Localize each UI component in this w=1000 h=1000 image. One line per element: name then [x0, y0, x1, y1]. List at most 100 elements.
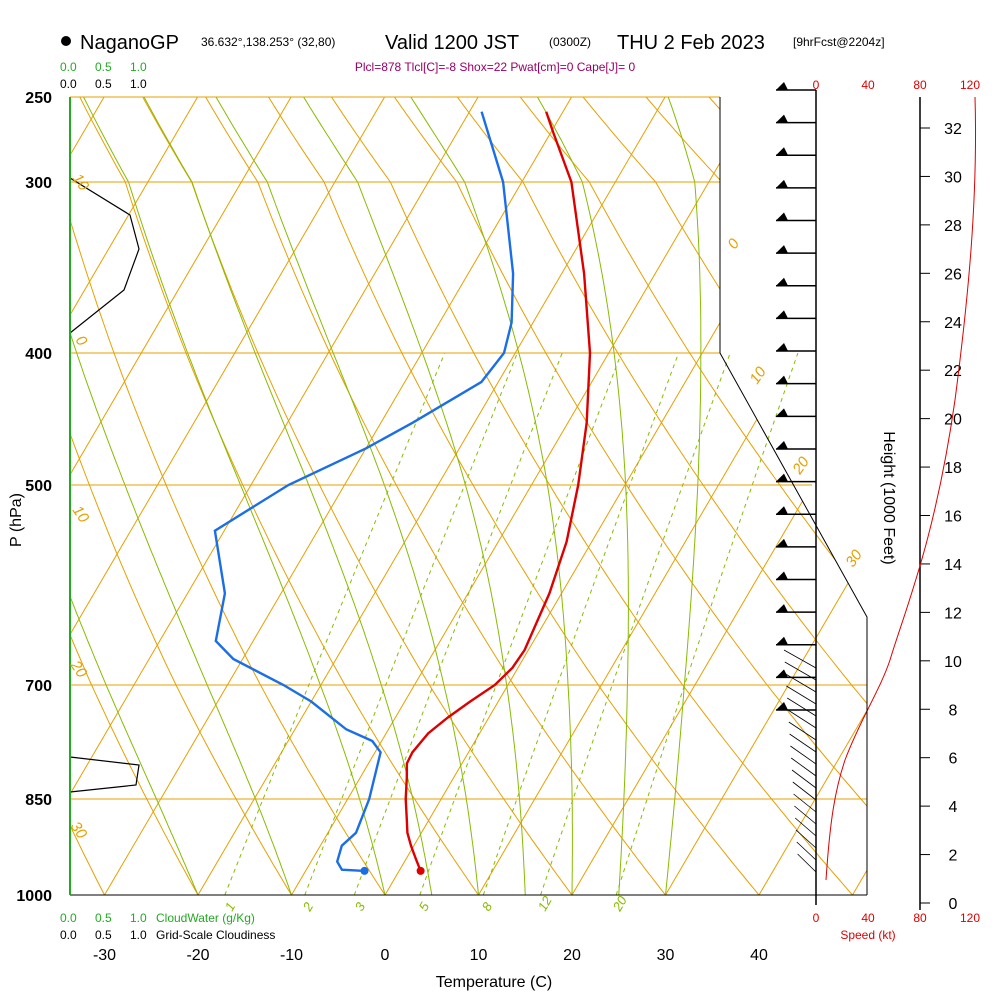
station-bullet	[61, 36, 71, 46]
mixing-ratio-label: 3	[352, 899, 369, 913]
mixing-ratio-label: 12	[535, 893, 556, 914]
wind-barb-pennant	[776, 441, 788, 449]
mixing-ratio-label: 2	[299, 899, 316, 914]
temp-tick-20: 20	[563, 947, 581, 964]
wind-barb	[794, 806, 816, 824]
temperature-axis-label: Temperature (C)	[436, 974, 552, 991]
wind-barb-pennant	[776, 147, 788, 155]
pressure-tick-850: 850	[25, 792, 52, 809]
mixing-ratio-lines	[225, 353, 798, 895]
wind-barb-pennant	[776, 408, 788, 416]
height-tick-4: 4	[949, 799, 958, 816]
wind-barb-pennant	[776, 604, 788, 612]
temp-tick-0: 0	[381, 947, 390, 964]
speed-tick-bottom-0: 0	[813, 911, 820, 925]
moist-adiabat-line	[537, 97, 628, 895]
isotherm-line	[0, 97, 198, 895]
mixing-ratio-line	[541, 353, 731, 895]
height-tick-32: 32	[944, 121, 962, 138]
isotherm-line	[0, 97, 385, 895]
cloudiness-scale-bottom-1: 1.0	[130, 928, 147, 942]
height-tick-6: 6	[949, 751, 958, 768]
speed-tick-top-80: 80	[913, 78, 927, 92]
dry-adiabat-line	[520, 97, 1000, 895]
cloudiness-scale-top-05: 0.5	[95, 77, 112, 91]
isobar-lines: 2503004005007008501000	[16, 90, 867, 905]
speed-tick-top-40: 40	[861, 78, 875, 92]
wind-barb	[798, 854, 816, 872]
wind-barb	[790, 734, 816, 752]
wind-barb	[797, 842, 816, 860]
stability-indices: Plcl=878 Tlcl[C]=-8 Shox=22 Pwat[cm]=0 C…	[355, 60, 636, 74]
dry-adiabat-label: 10	[69, 503, 93, 527]
temp-tick--20: -20	[186, 947, 209, 964]
dry-adiabat-lines	[0, 97, 1000, 895]
mixing-ratio-label: 20	[609, 893, 630, 915]
cloudwater-scale-bottom-1: 1.0	[130, 911, 147, 925]
wind-barb-pennant	[776, 571, 788, 579]
wind-barb-pennant	[776, 245, 788, 253]
isotherm-label-20: 20	[789, 453, 813, 478]
dry-adiabat-line	[206, 97, 666, 895]
moist-adiabat-line	[0, 97, 198, 895]
wind-barb-pennant	[776, 637, 788, 645]
height-tick-10: 10	[944, 654, 962, 671]
pressure-tick-300: 300	[25, 175, 52, 192]
surface-temperature-point	[417, 867, 425, 875]
height-tick-30: 30	[944, 169, 962, 186]
pressure-axis-label: P (hPa)	[8, 493, 25, 547]
isotherm-label-10: 10	[746, 363, 770, 387]
isotherm-line	[198, 97, 665, 895]
cloudwater-scale-bottom-05: 0.5	[95, 911, 112, 925]
height-tick-2: 2	[949, 848, 958, 865]
height-tick-0: 0	[949, 896, 958, 913]
isotherm-label-0: 0	[724, 235, 743, 252]
isotherm-label-30: 30	[842, 546, 866, 570]
wind-barb	[793, 782, 816, 800]
cloudiness-scale-top-1: 1.0	[130, 77, 147, 91]
height-tick-8: 8	[949, 702, 958, 719]
valid-utc: (0300Z)	[549, 35, 591, 49]
speed-tick-top-120: 120	[960, 78, 980, 92]
wind-barb-pennant	[776, 310, 788, 318]
wind-barb-pennant	[776, 506, 788, 514]
wind-barb	[790, 746, 816, 764]
temp-tick--10: -10	[280, 947, 303, 964]
wind-barb-pennant	[776, 278, 788, 286]
moist-adiabat-line	[666, 97, 701, 895]
pressure-tick-700: 700	[25, 678, 52, 695]
height-axis-label: Height (1000 Feet)	[880, 431, 897, 564]
station-coords: 36.632°,138.253° (32,80)	[201, 35, 335, 49]
wind-barb	[788, 710, 816, 728]
cloudiness-scale-top-0: 0.0	[60, 77, 77, 91]
dry-adiabat-line	[17, 97, 385, 895]
plot-right-boundary	[720, 97, 867, 895]
wind-barb-pennant	[776, 180, 788, 188]
temp-tick--30: -30	[93, 947, 116, 964]
mixing-ratio-line	[616, 353, 798, 895]
isotherm-line	[666, 97, 1000, 895]
station-name: NaganoGP	[80, 32, 179, 54]
cloudiness-scale-bottom-0: 0.0	[60, 928, 77, 942]
cloudwater-scale-top-05: 0.5	[95, 60, 112, 74]
moist-adiabat-line	[216, 97, 479, 895]
dry-adiabat-line	[332, 97, 853, 895]
isotherm-line	[292, 97, 759, 895]
temp-tick-10: 10	[470, 947, 488, 964]
mixing-ratio-label: 8	[479, 899, 496, 913]
wind-barb-pennant	[776, 213, 788, 221]
cloudwater-label: CloudWater (g/Kg)	[156, 911, 255, 925]
height-tick-26: 26	[944, 266, 962, 283]
dry-adiabat-line	[646, 97, 1000, 895]
dry-adiabat-line	[269, 97, 760, 895]
wind-barb-pennant	[776, 474, 788, 482]
pressure-tick-500: 500	[25, 478, 52, 495]
cloudwater-scale-top-1: 1.0	[130, 60, 147, 74]
speed-tick-bottom-40: 40	[861, 911, 875, 925]
wind-barb	[791, 758, 816, 776]
surface-dewpoint-point	[361, 867, 369, 875]
wind-barb	[792, 770, 816, 788]
temp-tick-30: 30	[657, 947, 675, 964]
dewpoint-profile-line	[215, 112, 513, 871]
